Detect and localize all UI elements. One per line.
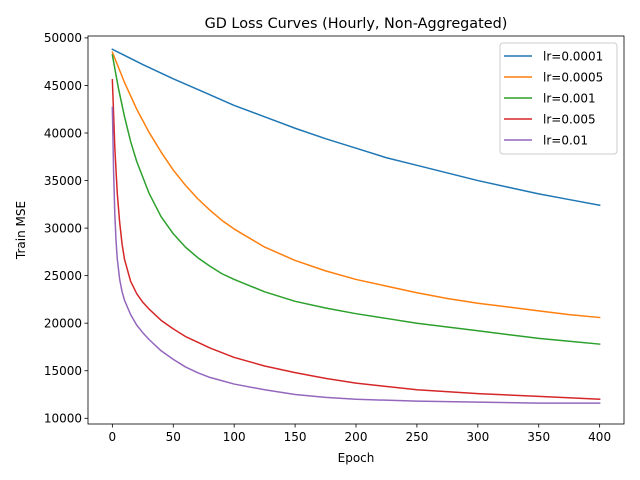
- y-tick-label: 45000: [44, 79, 82, 93]
- y-tick-label: 25000: [44, 269, 82, 283]
- y-tick-label: 30000: [44, 221, 82, 235]
- series-line-3: [111, 78, 601, 401]
- legend-label: lr=0.0005: [543, 70, 603, 84]
- x-tick-label: 300: [466, 430, 489, 444]
- x-tick-label: 350: [527, 430, 550, 444]
- x-tick-label: 400: [588, 430, 611, 444]
- x-tick-label: 200: [345, 430, 368, 444]
- x-tick-label: 250: [405, 430, 428, 444]
- series-line-1: [111, 51, 601, 319]
- x-tick-label: 100: [223, 430, 246, 444]
- plot-area: 0 50 100 150 200 250 300 350 400 10000 15000 20000 2…: [44, 31, 625, 444]
- series-line-2: [111, 54, 601, 345]
- legend-label: lr=0.01: [543, 133, 588, 147]
- x-tick-label: 50: [166, 430, 181, 444]
- y-tick-label: 35000: [44, 174, 82, 188]
- series-line-4: [111, 106, 601, 404]
- y-tick-label: 15000: [44, 364, 82, 378]
- chart-title: GD Loss Curves (Hourly, Non-Aggregated): [205, 16, 508, 32]
- legend-label: lr=0.0001: [543, 49, 603, 63]
- y-tick-label: 40000: [44, 126, 82, 140]
- y-tick-label: 50000: [44, 31, 82, 45]
- x-tick-label: 0: [109, 430, 117, 444]
- legend-label: lr=0.005: [543, 112, 596, 126]
- y-tick-label: 10000: [44, 412, 82, 426]
- legend: lr=0.0001 lr=0.0005 lr=0.001 lr=0.005 lr=0.0…: [499, 42, 618, 155]
- legend-box: [499, 42, 618, 155]
- y-tick-label: 20000: [44, 316, 82, 330]
- legend-label: lr=0.001: [543, 91, 596, 105]
- x-axis-label: Epoch: [338, 451, 375, 465]
- series-line-0: [111, 48, 601, 207]
- x-tick-label: 150: [284, 430, 307, 444]
- y-axis-label: Train MSE: [14, 201, 28, 260]
